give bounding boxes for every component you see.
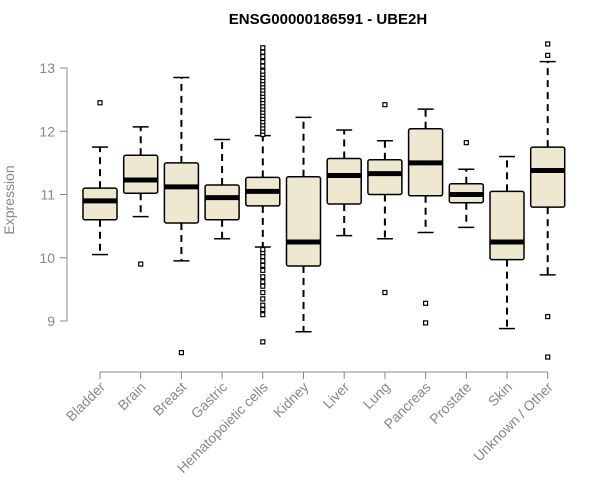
outlier-point (178, 350, 184, 356)
iqr-box (82, 187, 118, 221)
outlier-point (260, 339, 266, 345)
outlier-point (423, 320, 429, 326)
box-bladder (82, 100, 118, 256)
box-gastric (204, 138, 240, 240)
box-pancreas (407, 108, 444, 326)
outlier-point (260, 267, 266, 273)
y-tick-label: 13 (39, 60, 55, 76)
iqr-box (163, 162, 200, 224)
box-skin (489, 155, 525, 330)
x-tick-label: Prostate (426, 379, 474, 427)
box-lung (367, 102, 403, 296)
x-tick-label: Bladder (63, 379, 109, 425)
iqr-box (367, 158, 403, 196)
outlier-point (260, 49, 266, 55)
outlier-point (260, 279, 266, 285)
outlier-point (260, 274, 266, 280)
boxes-group (82, 41, 566, 360)
outlier-point (423, 300, 429, 306)
outlier-point (463, 140, 469, 146)
y-tick-label: 9 (47, 313, 55, 329)
iqr-box (529, 146, 566, 208)
y-tick-label: 11 (40, 187, 55, 203)
outlier-point (138, 261, 144, 267)
outlier-point (97, 100, 103, 106)
iqr-box (122, 154, 159, 194)
outlier-point (382, 289, 388, 296)
box-breast (163, 76, 200, 356)
outlier-point (260, 68, 266, 74)
y-tick-label: 12 (39, 123, 55, 139)
outlier-point (260, 63, 266, 69)
outlier-point (260, 258, 266, 264)
y-axis-label: Expression (1, 165, 17, 234)
outlier-point (260, 312, 266, 318)
x-tick-label: Lung (360, 379, 393, 412)
iqr-box (489, 190, 525, 261)
box-liver (326, 129, 362, 237)
outlier-point (382, 102, 388, 108)
outlier-point (260, 45, 266, 51)
outlier-point (260, 54, 266, 60)
box-brain (122, 126, 159, 267)
x-tick-label: Kidney (270, 379, 312, 421)
iqr-box (285, 176, 322, 267)
outlier-point (260, 246, 266, 253)
x-tick-label: Brain (114, 379, 148, 413)
outlier-point (545, 313, 551, 320)
outlier-point (260, 289, 266, 296)
box-hematopoietic-cells (245, 45, 281, 345)
outlier-point (260, 59, 266, 65)
outlier-point (260, 307, 266, 313)
outlier-point (545, 41, 551, 47)
outlier-point (260, 296, 266, 302)
x-tick-label: Skin (485, 379, 516, 410)
box-prostate (448, 140, 485, 229)
outlier-point (260, 302, 266, 308)
y-axis: 9 10 11 12 13 (39, 60, 68, 329)
iqr-box (326, 157, 362, 205)
iqr-box (204, 184, 240, 221)
y-tick-label: 10 (39, 250, 55, 266)
x-tick-label: Liver (320, 379, 353, 412)
box-kidney (285, 116, 322, 333)
outlier-point (260, 262, 266, 268)
outlier-point (260, 283, 266, 289)
outlier-point (545, 52, 551, 58)
x-tick-label: Breast (150, 379, 190, 419)
outlier-point (545, 354, 551, 360)
chart-title: ENSG00000186591 - UBE2H (229, 11, 427, 28)
box-unknown-other (529, 41, 566, 360)
